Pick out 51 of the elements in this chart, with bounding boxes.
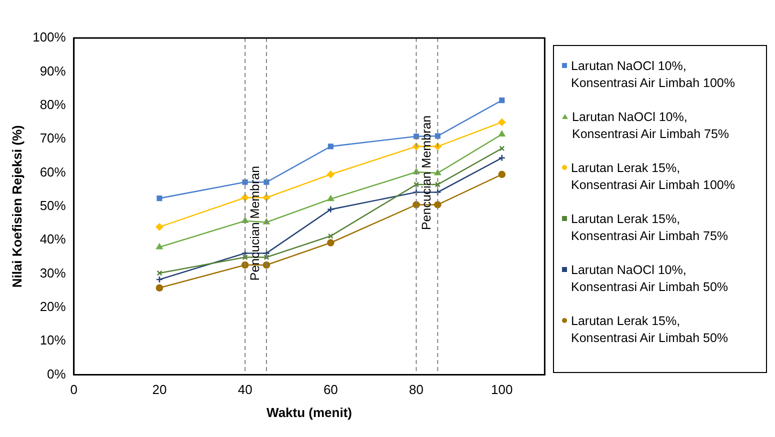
legend-label: Larutan Lerak 15%, Konsentrasi Air Limbah 100% (571, 160, 736, 194)
x-tick-label: 20 (152, 382, 167, 398)
y-tick-label: 30% (40, 265, 66, 280)
x-tick-label: 40 (238, 382, 252, 398)
annotation: Pencucian Membran (419, 115, 434, 230)
point (264, 179, 270, 185)
legend-label: Larutan NaOCl 10%, Konsentrasi Air Limbah 75% (572, 109, 730, 143)
y-tick-label: 40% (40, 232, 66, 247)
point (156, 196, 162, 202)
point (242, 254, 248, 260)
point (156, 244, 163, 250)
point (434, 188, 442, 196)
point (241, 250, 249, 257)
point (414, 182, 420, 188)
point (499, 98, 505, 104)
point (498, 170, 506, 178)
point (327, 239, 334, 246)
legend-label: Larutan Lerak 15%, Konsentrasi Air Limbah 75% (571, 211, 730, 245)
legend-label: Larutan NaOCl 10%, Konsentrasi Air Limbah 100% (571, 58, 736, 92)
annotation: Pencucian Membran (248, 166, 262, 281)
point (156, 223, 164, 231)
point (327, 170, 334, 178)
point (434, 182, 440, 188)
y-tick-label: 100% (32, 30, 66, 45)
point (498, 130, 506, 136)
x-tick-label: 100 (491, 382, 513, 398)
y-tick-label: 20% (40, 299, 66, 314)
point (328, 144, 334, 150)
point (264, 254, 270, 260)
y-tick-label: 10% (40, 332, 66, 348)
point (242, 179, 248, 185)
y-tick-label: 50% (40, 198, 66, 213)
y-axis-title: Nilai Koefisien Rejeksi (%) (9, 125, 24, 288)
point (156, 284, 164, 292)
point (328, 233, 334, 239)
y-tick-label: 0% (47, 366, 66, 382)
x-axis-title: Waktu (menit) (266, 404, 352, 420)
point (498, 118, 506, 126)
legend-label: Larutan Lerak 15%, Konsentrasi Air Limbah 50% (571, 313, 730, 347)
point (262, 250, 270, 257)
y-tick-label: 90% (40, 63, 66, 78)
point (327, 206, 334, 214)
point (412, 188, 420, 196)
legend-label: Larutan NaOCl 10%, Konsentrasi Air Limbah 50% (571, 262, 730, 296)
y-tick-label: 80% (40, 96, 66, 112)
y-tick-label: 70% (40, 130, 66, 146)
y-tick-label: 60% (40, 164, 66, 180)
x-tick-label: 0 (70, 382, 78, 398)
x-tick-label: 60 (323, 382, 338, 398)
point (327, 195, 334, 202)
x-tick-label: 80 (409, 382, 424, 398)
